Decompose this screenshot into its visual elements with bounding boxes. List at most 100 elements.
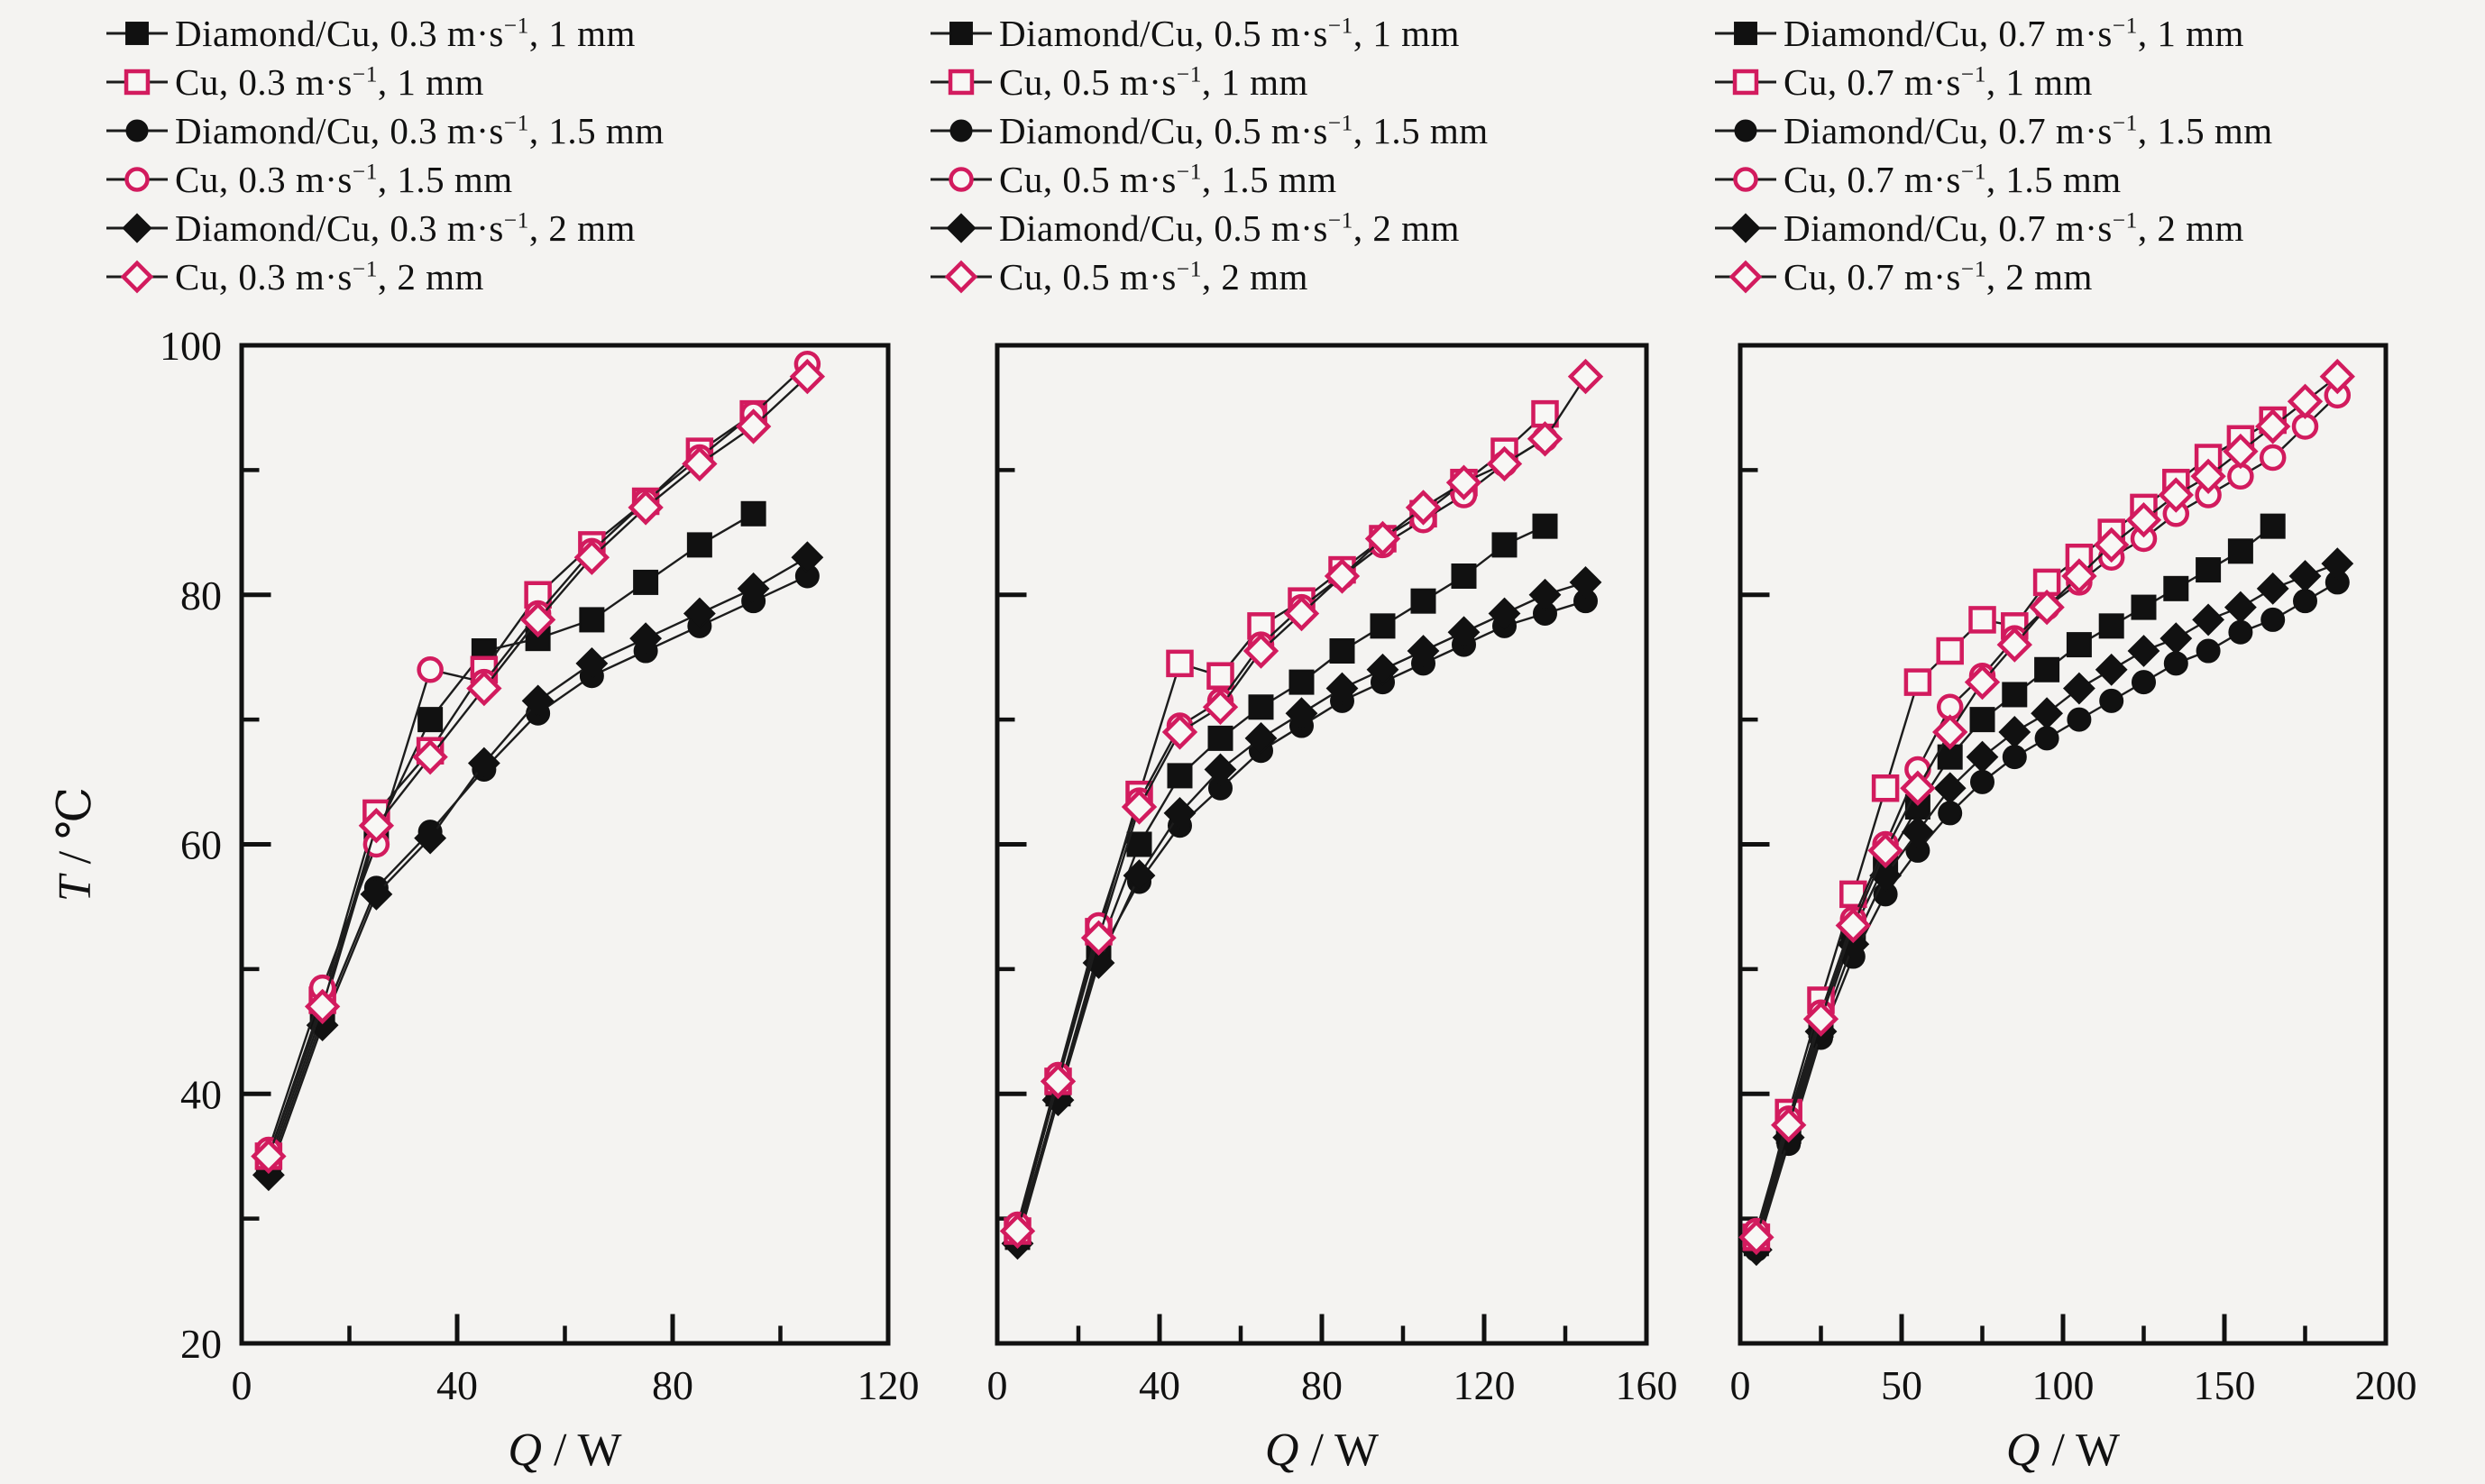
filled-diamond-marker-icon xyxy=(683,597,716,630)
legend-item-label: Diamond/Cu, 0.7 m·s−1, 1.5 mm xyxy=(1784,110,2273,151)
x-tick-label: 100 xyxy=(2032,1362,2095,1408)
y-tick-label: 100 xyxy=(160,323,222,369)
figure-legend: Diamond/Cu, 0.3 m·s−1, 1 mm Cu, 0.3 m·s−… xyxy=(0,9,2485,325)
filled-diamond-marker-icon xyxy=(1528,578,1562,611)
x-tick-label: 40 xyxy=(436,1362,478,1408)
legend-item-label: Diamond/Cu, 0.7 m·s−1, 1 mm xyxy=(1784,13,2244,54)
open-diamond-marker-icon xyxy=(2287,383,2324,419)
open-diamond-marker-icon xyxy=(2125,502,2162,538)
filled-square-marker-icon xyxy=(2196,557,2222,583)
filled-diamond-marker-icon xyxy=(1837,928,1870,961)
series-diamond-cu-0.3-m-s-2-mm xyxy=(252,541,824,1192)
legend-item: Cu, 0.3 m·s−1, 2 mm xyxy=(105,252,898,301)
filled-square-marker-icon xyxy=(740,500,766,527)
series-cu-0.7-m-s-2-mm xyxy=(1738,358,2355,1256)
open-square-marker-icon xyxy=(1166,649,1194,678)
filled-diamond-icon xyxy=(929,208,994,248)
open-diamond-marker-icon xyxy=(2255,408,2291,444)
open-diamond-marker-icon xyxy=(789,358,826,395)
x-tick-label: 80 xyxy=(652,1362,693,1408)
series-cu-0.7-m-s-1-mm xyxy=(1742,406,2287,1251)
legend-item: Diamond/Cu, 0.7 m·s−1, 1 mm xyxy=(1713,9,2480,58)
legend-item: Cu, 0.3 m·s−1, 1.5 mm xyxy=(105,155,898,204)
open-circle-icon xyxy=(1713,160,1778,199)
open-diamond-marker-icon xyxy=(1567,358,1604,395)
legend-item-label: Diamond/Cu, 0.7 m·s−1, 2 mm xyxy=(1784,207,2244,249)
filled-diamond-marker-icon xyxy=(1366,653,1399,686)
filled-square-marker-icon xyxy=(2002,682,2028,708)
filled-square-marker-icon xyxy=(2034,656,2060,682)
filled-circle-marker-icon xyxy=(2196,638,2221,664)
open-diamond-marker-icon xyxy=(628,490,664,526)
filled-circle-icon xyxy=(1713,111,1778,151)
open-square-marker-icon xyxy=(948,69,975,96)
legend-item: Diamond/Cu, 0.3 m·s−1, 1.5 mm xyxy=(105,106,898,155)
open-square-icon xyxy=(929,62,994,102)
open-diamond-icon xyxy=(1713,257,1778,297)
filled-square-marker-icon xyxy=(1167,763,1193,789)
filled-circle-marker-icon xyxy=(2067,707,2092,732)
open-diamond-marker-icon xyxy=(1964,664,2001,701)
filled-diamond-marker-icon xyxy=(360,877,393,911)
legend-item: Cu, 0.5 m·s−1, 1 mm xyxy=(929,58,1704,106)
y-axis-title: T / ℃ xyxy=(50,787,101,902)
filled-square-marker-icon xyxy=(125,22,149,45)
filled-circle-icon xyxy=(105,111,170,151)
panel-0.5 m·s⁻¹: 0 40 80 120 160 Q / W xyxy=(987,343,1678,1476)
filled-square-marker-icon xyxy=(2227,538,2253,564)
open-diamond-marker-icon xyxy=(412,738,448,775)
legend-column-0.5: Diamond/Cu, 0.5 m·s−1, 1 mm Cu, 0.5 m·s−… xyxy=(929,9,1704,301)
filled-diamond-marker-icon xyxy=(1285,697,1318,730)
filled-diamond-marker-icon xyxy=(946,213,977,243)
filled-circle-marker-icon xyxy=(2293,589,2317,614)
filled-diamond-marker-icon xyxy=(1447,616,1481,649)
filled-diamond-marker-icon xyxy=(1569,565,1602,599)
filled-diamond-marker-icon xyxy=(737,572,770,605)
x-tick-label: 120 xyxy=(1453,1362,1516,1408)
filled-diamond-icon xyxy=(105,208,170,248)
x-axis-title: Q / W xyxy=(2006,1424,2120,1476)
filled-diamond-marker-icon xyxy=(2127,635,2160,667)
open-diamond-marker-icon xyxy=(1527,421,1563,457)
filled-diamond-marker-icon xyxy=(2031,697,2064,730)
legend-item: Cu, 0.3 m·s−1, 1 mm xyxy=(105,58,898,106)
legend-item-label: Cu, 0.5 m·s−1, 1.5 mm xyxy=(999,159,1337,200)
open-diamond-marker-icon xyxy=(466,670,502,707)
x-tick-label: 150 xyxy=(2194,1362,2256,1408)
legend-item: Diamond/Cu, 0.7 m·s−1, 2 mm xyxy=(1713,204,2480,252)
panel-0.7 m·s⁻¹: 0 50 100 150 200 Q / W xyxy=(1730,343,2417,1476)
filled-circle-marker-icon xyxy=(2132,670,2156,695)
y-tick-label: 40 xyxy=(180,1071,222,1117)
open-diamond-marker-icon xyxy=(1405,490,1442,526)
filled-square-marker-icon xyxy=(1288,669,1315,695)
x-tick-label: 40 xyxy=(1139,1362,1180,1408)
legend-item-label: Cu, 0.3 m·s−1, 2 mm xyxy=(175,256,484,298)
filled-diamond-marker-icon xyxy=(1407,635,1440,667)
legend-item: Diamond/Cu, 0.5 m·s−1, 1 mm xyxy=(929,9,1704,58)
filled-diamond-marker-icon xyxy=(1730,213,1761,243)
open-square-marker-icon xyxy=(1903,668,1932,696)
open-diamond-marker-icon xyxy=(1161,714,1198,750)
open-diamond-marker-icon xyxy=(1728,260,1763,294)
open-diamond-marker-icon xyxy=(1738,1219,1774,1256)
open-diamond-marker-icon xyxy=(1445,464,1482,500)
filled-square-marker-icon xyxy=(633,569,659,595)
open-diamond-marker-icon xyxy=(1040,1063,1077,1100)
open-diamond-marker-icon xyxy=(251,1138,287,1175)
open-diamond-icon xyxy=(105,257,170,297)
open-diamond-marker-icon xyxy=(1771,1107,1807,1143)
filled-circle-marker-icon xyxy=(1970,769,1994,794)
open-circle-icon xyxy=(105,160,170,199)
open-diamond-marker-icon xyxy=(304,988,341,1025)
filled-circle-marker-icon xyxy=(2260,607,2286,632)
filled-circle-marker-icon xyxy=(1734,119,1757,142)
open-diamond-marker-icon xyxy=(1324,558,1361,594)
open-diamond-marker-icon xyxy=(1080,920,1117,956)
open-diamond-marker-icon xyxy=(999,1213,1036,1250)
filled-circle-marker-icon xyxy=(2002,745,2027,770)
x-tick-label: 200 xyxy=(2355,1362,2417,1408)
legend-item: Diamond/Cu, 0.3 m·s−1, 2 mm xyxy=(105,204,898,252)
filled-square-marker-icon xyxy=(1734,22,1757,45)
filled-diamond-marker-icon xyxy=(1966,740,1999,774)
filled-square-marker-icon xyxy=(1532,513,1558,539)
